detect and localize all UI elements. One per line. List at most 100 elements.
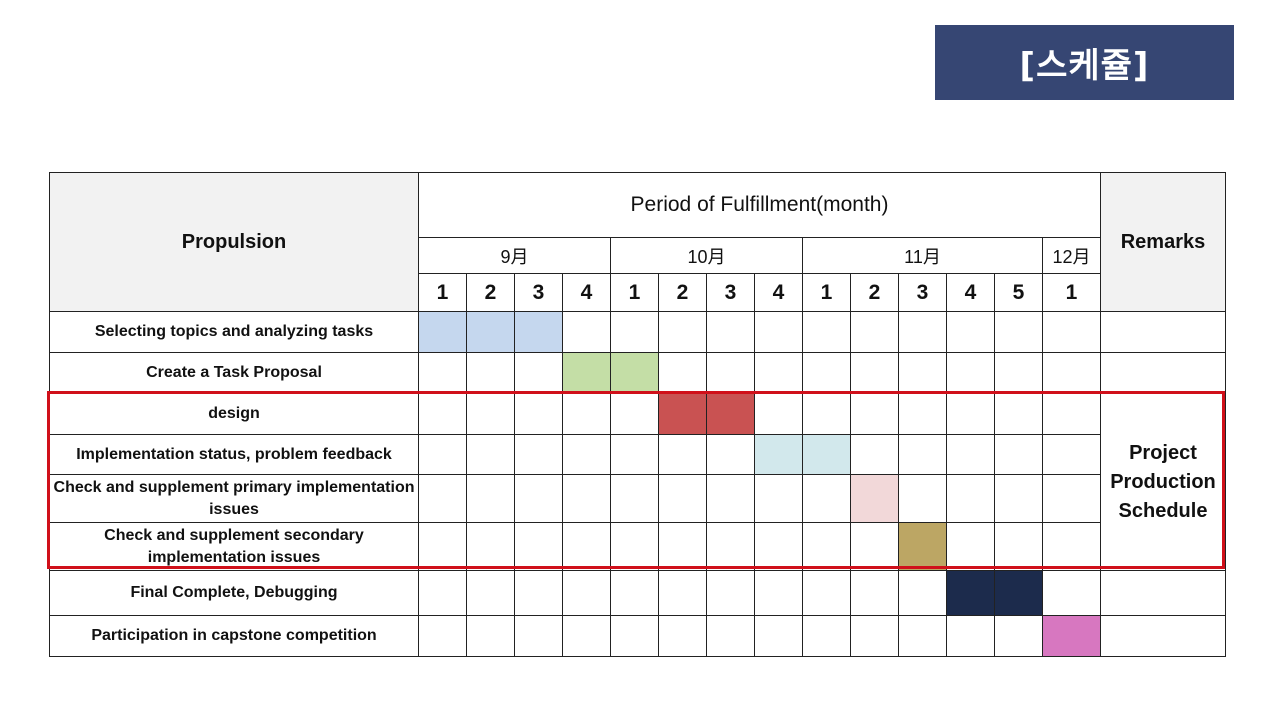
task-row: Implementation status, problem feedback: [49, 434, 1226, 475]
gantt-empty-cell: [466, 434, 515, 475]
gantt-empty-cell: [994, 522, 1043, 571]
task-row: Final Complete, Debugging: [49, 570, 1226, 616]
task-row: Selecting topics and analyzing tasks: [49, 311, 1226, 353]
remark-cell: [1100, 570, 1226, 616]
gantt-empty-cell: [802, 352, 851, 394]
gantt-empty-cell: [706, 615, 755, 657]
gantt-bar-cell: [466, 311, 515, 353]
task-label: Check and supplement secondary implement…: [49, 522, 419, 571]
gantt-empty-cell: [418, 615, 467, 657]
slide-title: [스케쥴]: [935, 25, 1234, 100]
gantt-empty-cell: [706, 311, 755, 353]
month-header-row: 9月 10月 11月 12月: [50, 237, 1226, 274]
task-label: Create a Task Proposal: [49, 352, 419, 394]
gantt-empty-cell: [706, 434, 755, 475]
gantt-empty-cell: [514, 522, 563, 571]
gantt-empty-cell: [898, 352, 947, 394]
month-header: 11月: [802, 237, 1043, 274]
gantt-empty-cell: [994, 434, 1043, 475]
remark-cell: [1100, 615, 1226, 657]
task-label: Final Complete, Debugging: [49, 570, 419, 616]
period-header: Period of Fulfillment(month): [418, 172, 1101, 238]
gantt-empty-cell: [562, 615, 611, 657]
remarks-header: Remarks: [1100, 172, 1226, 312]
gantt-empty-cell: [418, 474, 467, 523]
gantt-empty-cell: [514, 615, 563, 657]
gantt-empty-cell: [562, 434, 611, 475]
gantt-empty-cell: [754, 615, 803, 657]
gantt-empty-cell: [1042, 474, 1101, 523]
gantt-empty-cell: [418, 522, 467, 571]
gantt-empty-cell: [946, 393, 995, 435]
gantt-empty-cell: [994, 474, 1043, 523]
gantt-empty-cell: [706, 570, 755, 616]
gantt-empty-cell: [850, 352, 899, 394]
gantt-empty-cell: [706, 352, 755, 394]
gantt-empty-cell: [994, 311, 1043, 353]
gantt-empty-cell: [562, 393, 611, 435]
week-header: 2: [466, 273, 515, 312]
gantt-empty-cell: [466, 393, 515, 435]
gantt-bar-cell: [898, 522, 947, 571]
gantt-empty-cell: [658, 352, 707, 394]
gantt-empty-cell: [466, 615, 515, 657]
task-label: Implementation status, problem feedback: [49, 434, 419, 475]
gantt-bar-cell: [850, 474, 899, 523]
gantt-empty-cell: [1042, 352, 1101, 394]
gantt-bar-cell: [946, 570, 995, 616]
gantt-bar-cell: [754, 434, 803, 475]
gantt-empty-cell: [658, 615, 707, 657]
gantt-empty-cell: [994, 615, 1043, 657]
gantt-empty-cell: [610, 393, 659, 435]
gantt-bar-cell: [514, 311, 563, 353]
gantt-empty-cell: [1042, 570, 1101, 616]
gantt-empty-cell: [610, 522, 659, 571]
gantt-empty-cell: [1042, 522, 1101, 571]
gantt-empty-cell: [898, 393, 947, 435]
gantt-empty-cell: [1042, 311, 1101, 353]
gantt-empty-cell: [754, 570, 803, 616]
gantt-empty-cell: [946, 311, 995, 353]
gantt-empty-cell: [994, 352, 1043, 394]
gantt-empty-cell: [658, 311, 707, 353]
gantt-empty-cell: [754, 522, 803, 571]
week-header: 3: [514, 273, 563, 312]
propulsion-header: Propulsion: [49, 172, 419, 312]
week-header: 1: [1042, 273, 1101, 312]
gantt-bar-cell: [994, 570, 1043, 616]
task-row: design Project Production Schedule: [49, 393, 1226, 571]
task-row: Participation in capstone competition: [49, 615, 1226, 657]
gantt-empty-cell: [1042, 393, 1101, 435]
gantt-empty-cell: [850, 522, 899, 571]
gantt-empty-cell: [658, 522, 707, 571]
gantt-empty-cell: [946, 615, 995, 657]
gantt-empty-cell: [466, 522, 515, 571]
week-header: 1: [418, 273, 467, 312]
gantt-empty-cell: [418, 434, 467, 475]
week-header: 2: [658, 273, 707, 312]
gantt-empty-cell: [802, 570, 851, 616]
gantt-empty-cell: [466, 570, 515, 616]
gantt-empty-cell: [850, 615, 899, 657]
week-header: 3: [706, 273, 755, 312]
gantt-empty-cell: [562, 570, 611, 616]
gantt-empty-cell: [658, 474, 707, 523]
gantt-empty-cell: [754, 352, 803, 394]
gantt-empty-cell: [946, 474, 995, 523]
gantt-empty-cell: [754, 311, 803, 353]
week-header: 4: [754, 273, 803, 312]
week-header: 3: [898, 273, 947, 312]
gantt-empty-cell: [466, 352, 515, 394]
gantt-empty-cell: [850, 393, 899, 435]
task-label: Check and supplement primary implementat…: [49, 474, 419, 523]
gantt-empty-cell: [514, 570, 563, 616]
gantt-empty-cell: [514, 352, 563, 394]
gantt-empty-cell: [1042, 434, 1101, 475]
month-header: 10月: [610, 237, 803, 274]
remark-line: Schedule: [1118, 499, 1208, 522]
gantt-bar-cell: [418, 311, 467, 353]
gantt-empty-cell: [754, 393, 803, 435]
gantt-empty-cell: [466, 474, 515, 523]
gantt-empty-cell: [706, 474, 755, 523]
